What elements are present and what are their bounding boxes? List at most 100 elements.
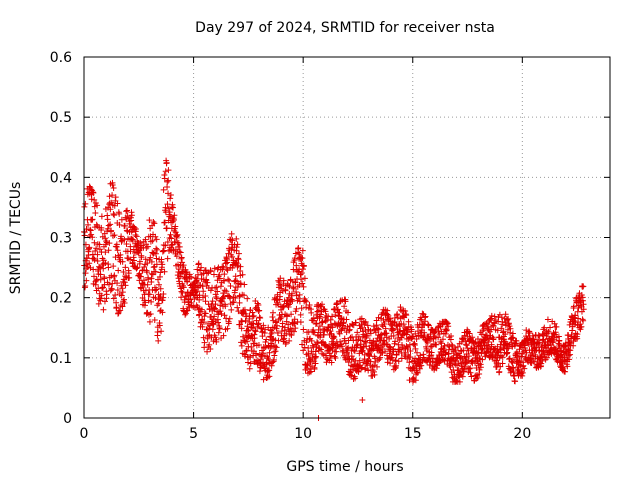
data-point	[262, 343, 269, 350]
data-point	[411, 342, 418, 349]
data-point	[275, 337, 282, 344]
data-point	[360, 359, 367, 366]
data-point	[160, 290, 167, 297]
data-point	[570, 303, 577, 310]
data-point	[105, 281, 112, 288]
data-point	[209, 326, 216, 333]
data-point	[566, 356, 573, 363]
data-point	[102, 235, 109, 242]
data-point	[140, 277, 147, 284]
data-point	[310, 317, 317, 324]
data-point	[145, 276, 152, 283]
data-point	[421, 332, 428, 339]
data-point	[499, 360, 506, 367]
data-point	[328, 322, 335, 329]
data-point	[263, 336, 270, 343]
data-point	[308, 309, 315, 316]
data-point	[255, 320, 262, 327]
data-point	[109, 192, 116, 199]
data-point	[477, 364, 484, 371]
data-point	[213, 284, 220, 291]
data-point	[281, 324, 288, 331]
data-point	[98, 213, 105, 220]
data-point	[370, 323, 377, 330]
data-point	[506, 323, 513, 330]
data-point	[184, 307, 191, 314]
data-point	[370, 368, 377, 375]
data-point	[221, 271, 228, 278]
y-tick-label: 0.2	[50, 291, 72, 307]
data-point	[291, 316, 298, 323]
data-point	[147, 310, 154, 317]
data-point	[224, 267, 231, 274]
data-point	[280, 303, 287, 310]
data-point	[88, 231, 95, 238]
data-point	[386, 343, 393, 350]
data-point	[266, 367, 273, 374]
data-point	[363, 343, 370, 350]
data-point	[168, 235, 175, 242]
data-point	[418, 362, 425, 369]
data-point	[332, 311, 339, 318]
data-point	[114, 247, 121, 254]
data-point	[142, 299, 149, 306]
data-point	[90, 273, 97, 280]
data-point	[578, 323, 585, 330]
data-point	[103, 291, 110, 298]
data-point	[313, 344, 320, 351]
data-point	[250, 312, 257, 319]
data-point	[364, 330, 371, 337]
data-point	[494, 327, 501, 334]
data-point	[286, 283, 293, 290]
data-point	[234, 241, 241, 248]
data-point	[240, 292, 247, 299]
data-point	[463, 341, 470, 348]
data-point	[171, 212, 178, 219]
data-point	[505, 315, 512, 322]
data-point	[291, 255, 298, 262]
data-point	[303, 304, 310, 311]
data-point	[382, 348, 389, 355]
data-point	[164, 178, 171, 185]
data-point	[256, 314, 263, 321]
data-point	[202, 298, 209, 305]
y-tick-label: 0.1	[50, 351, 72, 367]
data-point	[491, 320, 498, 327]
data-point	[164, 201, 171, 208]
data-point	[548, 342, 555, 349]
data-point	[273, 325, 280, 332]
data-point	[227, 283, 234, 290]
data-point	[128, 212, 135, 219]
data-point	[159, 297, 166, 304]
data-point	[86, 244, 93, 251]
data-point	[553, 323, 560, 330]
data-point	[146, 217, 153, 224]
data-point	[439, 336, 446, 343]
data-point	[87, 226, 94, 233]
data-point	[266, 349, 273, 356]
data-point	[221, 312, 228, 319]
data-point	[426, 362, 433, 369]
data-point	[369, 340, 376, 347]
data-point	[200, 288, 207, 295]
data-point	[239, 318, 246, 325]
data-point	[225, 320, 232, 327]
data-point	[362, 318, 369, 325]
data-point	[115, 267, 122, 274]
data-point	[183, 274, 190, 281]
data-point	[153, 261, 160, 268]
data-point	[299, 255, 306, 262]
data-point	[229, 253, 236, 260]
data-point	[398, 355, 405, 362]
data-point	[393, 322, 400, 329]
data-point	[159, 261, 166, 268]
data-point	[505, 320, 512, 327]
data-point	[200, 334, 207, 341]
data-point	[579, 297, 586, 304]
data-point	[568, 331, 575, 338]
data-point	[301, 344, 308, 351]
data-point	[406, 359, 413, 366]
data-point	[545, 328, 552, 335]
data-point	[293, 289, 300, 296]
data-point	[224, 325, 231, 332]
